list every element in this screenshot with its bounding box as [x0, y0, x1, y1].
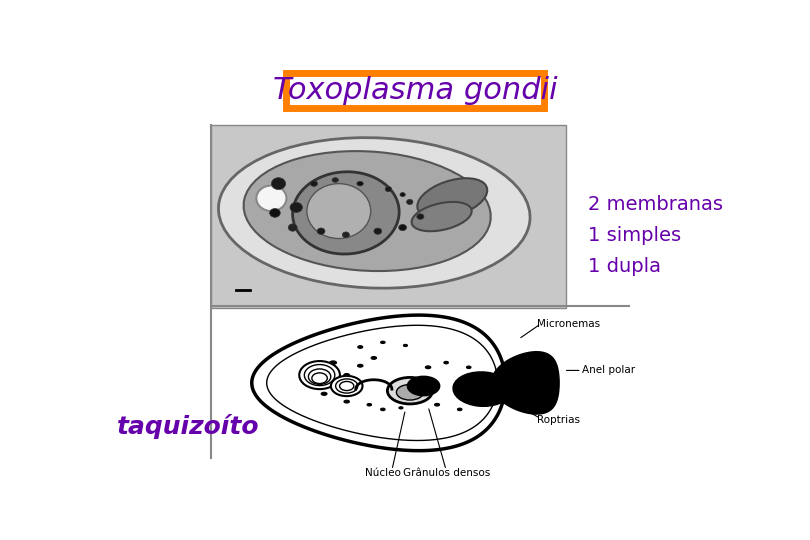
- Ellipse shape: [435, 403, 440, 406]
- Ellipse shape: [292, 172, 399, 254]
- Ellipse shape: [357, 364, 363, 367]
- Ellipse shape: [381, 341, 385, 343]
- Text: Roptrias: Roptrias: [536, 415, 579, 426]
- Ellipse shape: [332, 178, 339, 183]
- Ellipse shape: [357, 181, 363, 186]
- Ellipse shape: [306, 368, 314, 373]
- Ellipse shape: [494, 397, 498, 400]
- Ellipse shape: [219, 138, 530, 288]
- Ellipse shape: [299, 361, 340, 389]
- Ellipse shape: [344, 400, 349, 403]
- Ellipse shape: [407, 199, 413, 205]
- Ellipse shape: [417, 178, 488, 218]
- Text: Grânulos densos: Grânulos densos: [403, 468, 490, 478]
- Ellipse shape: [458, 408, 462, 410]
- Ellipse shape: [417, 214, 424, 219]
- FancyBboxPatch shape: [287, 73, 544, 109]
- Ellipse shape: [399, 407, 403, 409]
- Ellipse shape: [386, 186, 392, 192]
- Ellipse shape: [411, 202, 471, 231]
- Ellipse shape: [290, 202, 302, 212]
- Ellipse shape: [425, 366, 431, 369]
- Ellipse shape: [403, 345, 407, 347]
- Ellipse shape: [367, 403, 372, 406]
- Ellipse shape: [358, 346, 363, 348]
- Text: Toxoplasma gondii: Toxoplasma gondii: [273, 76, 557, 105]
- Ellipse shape: [467, 366, 471, 368]
- Ellipse shape: [444, 361, 449, 364]
- Text: Núcleo: Núcleo: [365, 468, 401, 478]
- Ellipse shape: [407, 377, 439, 395]
- FancyBboxPatch shape: [211, 125, 565, 308]
- Polygon shape: [492, 352, 559, 414]
- Ellipse shape: [318, 228, 325, 234]
- Ellipse shape: [330, 376, 363, 396]
- Ellipse shape: [381, 408, 385, 410]
- Ellipse shape: [343, 232, 349, 238]
- Ellipse shape: [374, 228, 382, 234]
- Ellipse shape: [271, 178, 286, 190]
- Ellipse shape: [321, 392, 327, 395]
- Ellipse shape: [396, 384, 424, 400]
- Text: taquizoíto: taquizoíto: [117, 414, 259, 439]
- Ellipse shape: [256, 185, 287, 211]
- Ellipse shape: [371, 356, 377, 359]
- Ellipse shape: [307, 184, 371, 239]
- Ellipse shape: [399, 225, 407, 231]
- Ellipse shape: [310, 181, 318, 186]
- Text: Anel polar: Anel polar: [582, 366, 635, 375]
- Ellipse shape: [343, 374, 350, 377]
- Ellipse shape: [330, 361, 336, 365]
- Ellipse shape: [270, 208, 280, 217]
- Ellipse shape: [288, 224, 297, 231]
- Ellipse shape: [400, 193, 405, 197]
- Ellipse shape: [453, 372, 512, 406]
- Ellipse shape: [387, 377, 433, 404]
- Ellipse shape: [244, 151, 491, 271]
- Text: 2 membranas
1 simples
1 dupla: 2 membranas 1 simples 1 dupla: [588, 195, 723, 276]
- Polygon shape: [252, 315, 505, 451]
- Text: Micronemas: Micronemas: [536, 319, 599, 329]
- Ellipse shape: [480, 403, 484, 406]
